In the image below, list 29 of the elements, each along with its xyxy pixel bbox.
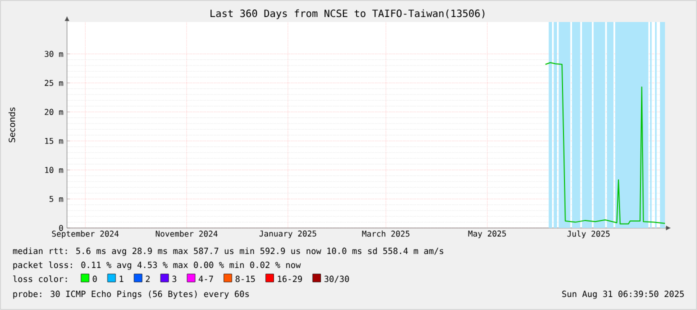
y-tick-label: 25 m (44, 80, 64, 86)
legend-label: 4-7 (198, 276, 214, 282)
y-tick-label: 0 (59, 224, 63, 232)
x-tick-label: November 2024 (156, 230, 218, 237)
x-tick-label: March 2025 (362, 230, 410, 237)
legend-title: loss color: (13, 275, 67, 282)
text: packet loss: 0.11 % avg 4.53 % max 0.00 % min 0.02 % now (13, 261, 301, 270)
legend-label: 16-29 (278, 276, 302, 282)
text: probe: 30 ICMP Echo Pings (56 Bytes) every 60s (13, 290, 249, 299)
y-tick-label: 10 m (45, 166, 64, 173)
x-tick-label: September 2024 (52, 230, 119, 238)
y-tick-label: 30 m (44, 50, 64, 57)
x-tick-label: May 2025 (468, 230, 506, 238)
text: median rtt: 5.6 ms avg 28.9 ms max 587.7 us min 592.9 us now 10.0 ms sd 558.4 m am/s (13, 248, 444, 256)
legend-label: 0 (92, 276, 97, 282)
chart-title: Last 360 Days from NCSE to TAIFO-Taiwan(13506) (210, 9, 484, 20)
line-series (544, 62, 666, 224)
legend-label: 8-15 (236, 276, 255, 282)
y-tick-label: 5 m (50, 196, 64, 202)
x-tick-label: July 2025 (567, 230, 610, 238)
y-tick-label: 15 m (45, 138, 64, 144)
y-axis-title: Seconds (8, 108, 16, 142)
y-tick-label: 20 m (44, 108, 64, 115)
legend-label: 2 (146, 276, 150, 282)
legend-label: 3 (172, 276, 176, 282)
legend-label: 30/30 (324, 276, 349, 283)
x-tick-label: January 2025 (259, 230, 316, 238)
text: Sun Aug 31 06:39:50 2025 (562, 290, 684, 299)
legend-label: 1 (120, 276, 124, 282)
